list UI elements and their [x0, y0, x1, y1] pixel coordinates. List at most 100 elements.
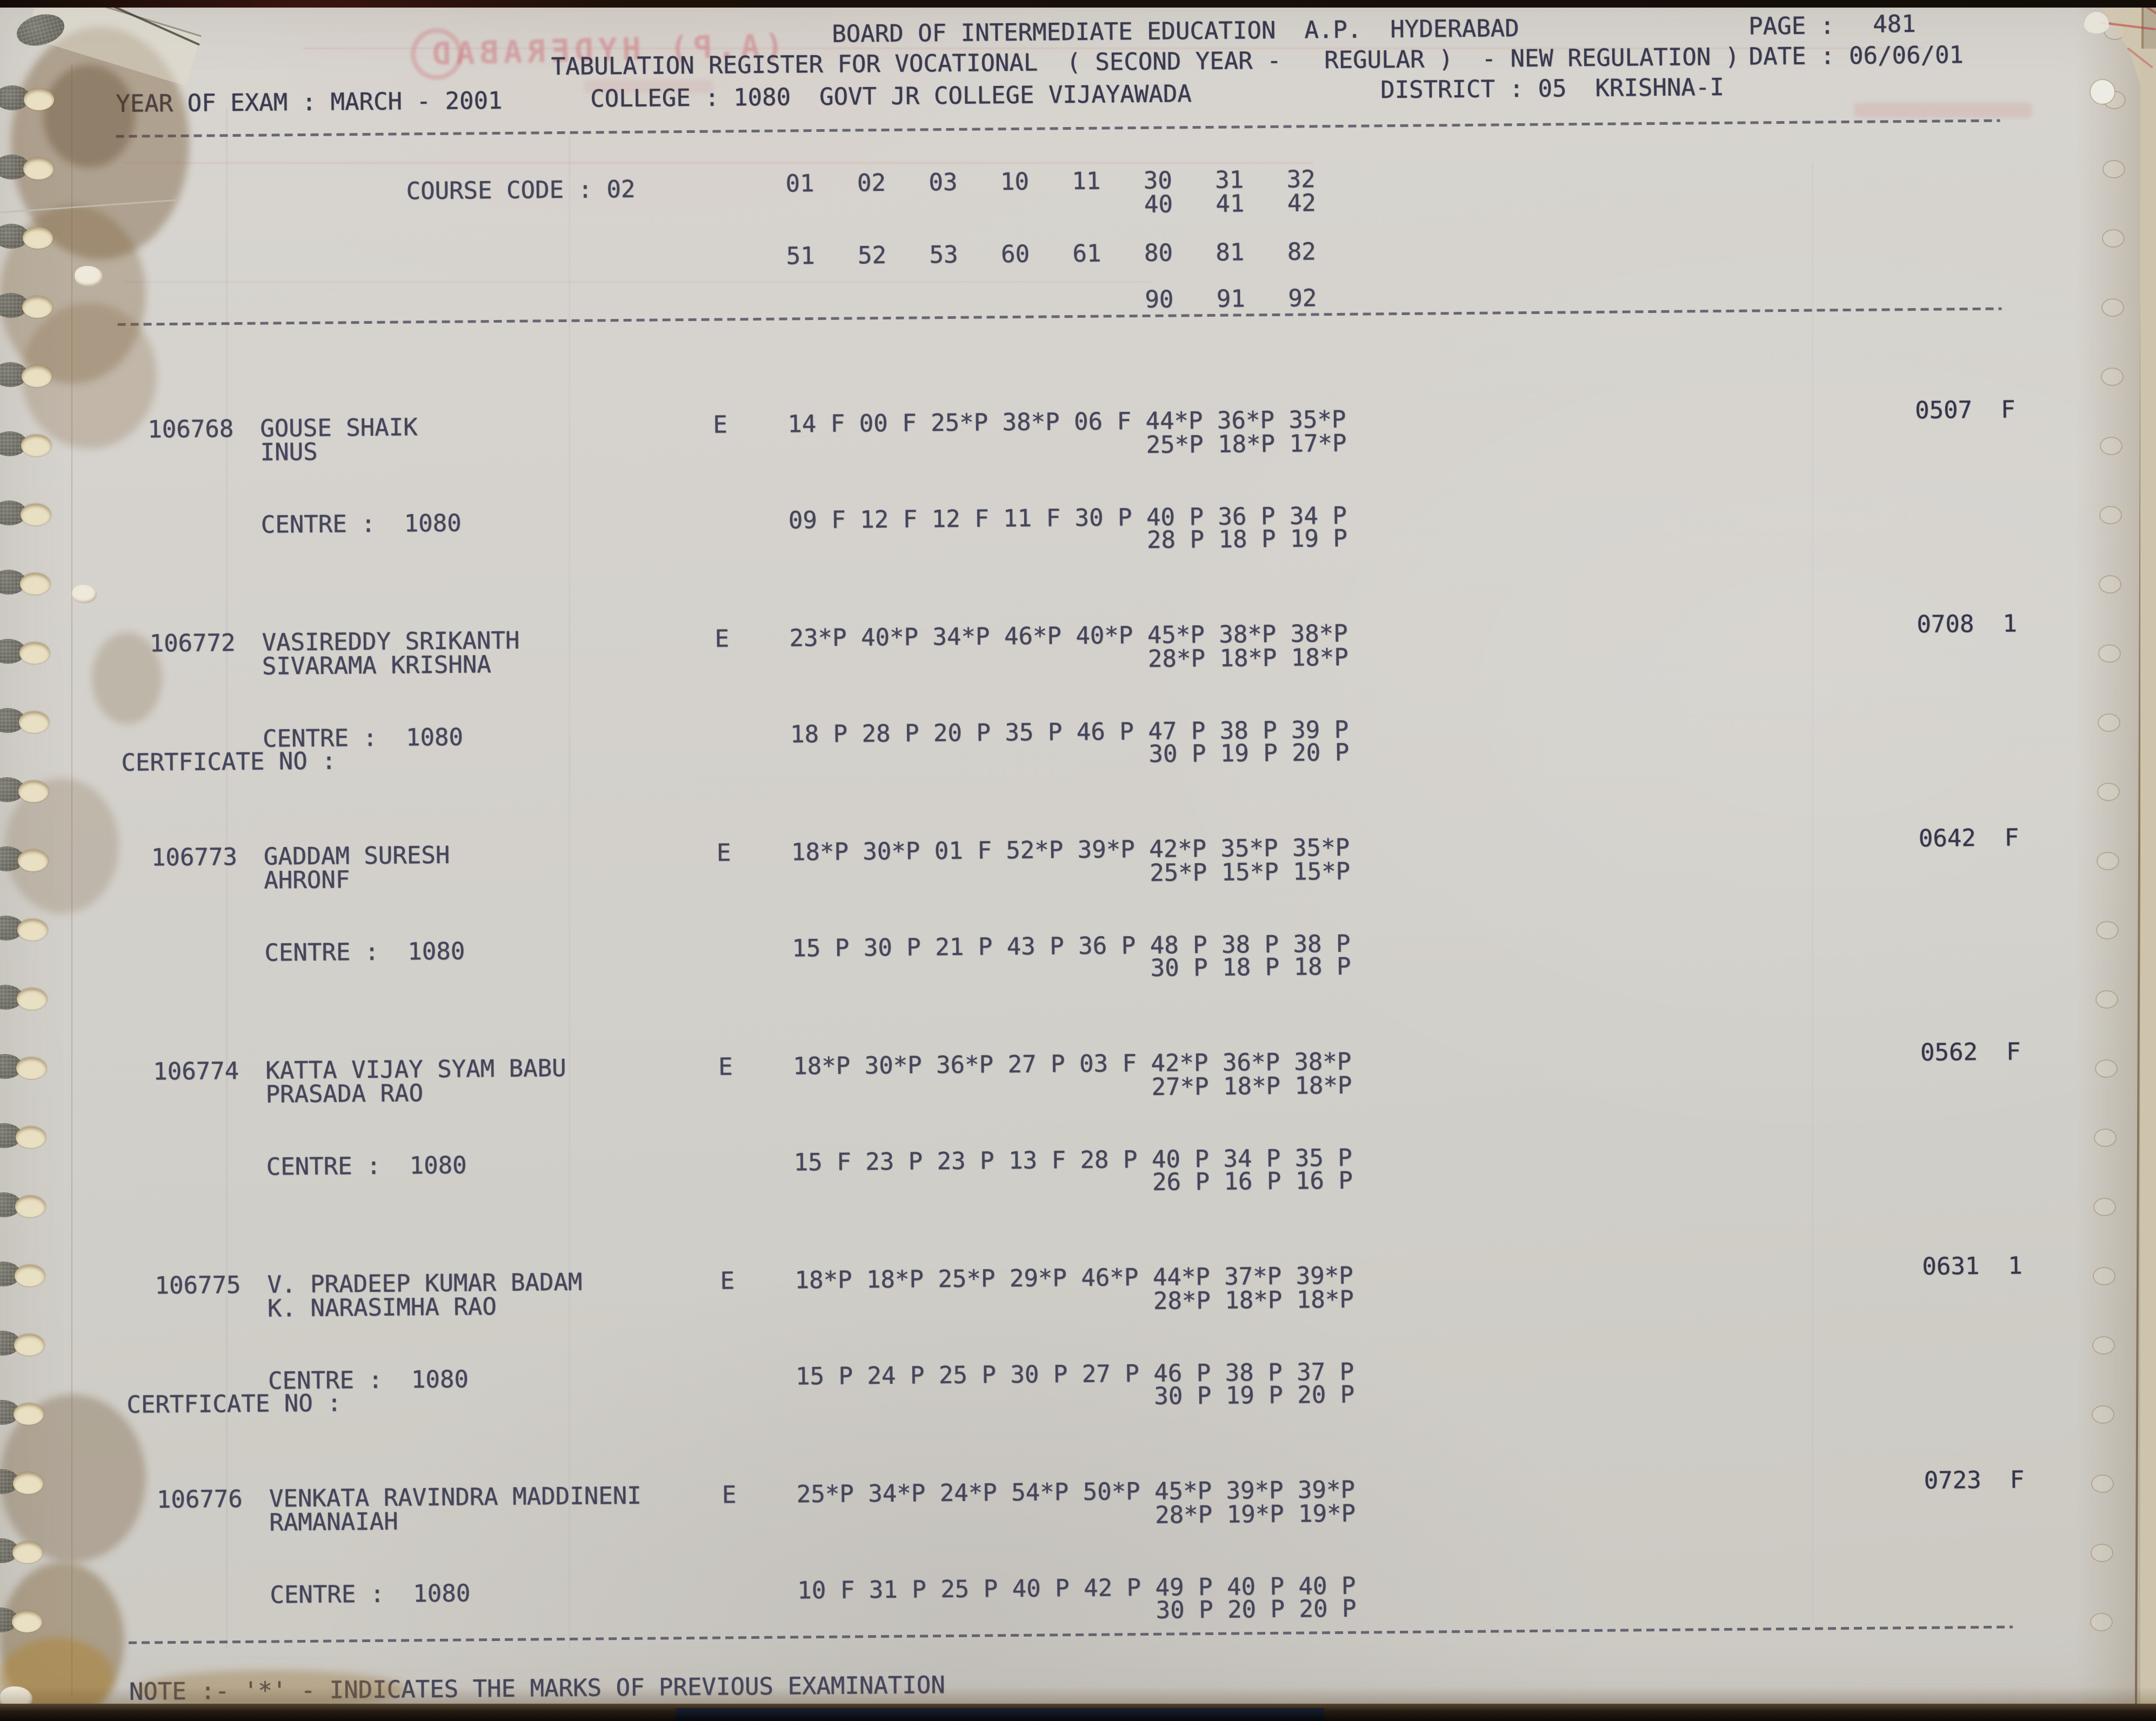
student-marks-row4: 28 P 18 P 19 P [1146, 524, 1348, 554]
subject-codes-row4: 90 91 92 [1145, 284, 1317, 313]
left-sprocket-hole [22, 365, 52, 387]
bleed-rule-line [303, 48, 1924, 49]
student-result: 0507 F [1914, 396, 2015, 424]
left-sprocket-hole [16, 1126, 46, 1148]
left-sprocket-hole [21, 435, 51, 456]
right-sprocket-hole [2090, 1613, 2113, 1631]
bleed-column-line [226, 108, 228, 1649]
left-sprocket-hole [23, 158, 54, 179]
student-medium: E [716, 839, 731, 867]
course-code-label: COURSE CODE : 02 [406, 175, 636, 205]
ghost-smear [1854, 103, 2032, 118]
left-sprocket-hole [14, 1403, 44, 1425]
student-record: 106772 VASIREDDY SRIKANTH E 23*P 40*P 34*P … [0, 610, 2155, 806]
student-roll-number: 106772 [149, 629, 236, 658]
board-title: BOARD OF INTERMEDIATE EDUCATION A.P. HYD… [831, 15, 1519, 48]
college-line: COLLEGE : 1080 GOVT JR COLLEGE VIJAYAWAD… [590, 80, 1192, 113]
student-name-line1: GADDAM SURESH [263, 841, 450, 871]
left-sprocket-hole [21, 504, 51, 525]
left-sprocket-hole [23, 227, 53, 249]
date-line: DATE : 06/06/01 [1748, 41, 1964, 71]
student-medium: E [715, 625, 730, 653]
stain [135, 1670, 405, 1708]
student-name-line2: INUS [260, 438, 318, 466]
student-roll-number: 106773 [151, 843, 238, 872]
student-marks-row4: 26 P 16 P 16 P [1152, 1166, 1353, 1196]
right-sprocket-hole [2093, 1267, 2116, 1285]
register-title: TABULATION REGISTER FOR VOCATIONAL ( SEC… [551, 43, 1740, 81]
bleed-rule-line [124, 281, 1151, 283]
left-sprocket-hole [13, 1472, 43, 1494]
student-name-line2: AHRONF [264, 866, 350, 895]
student-result: 0642 F [1918, 824, 2019, 852]
student-record: 106775 V. PRADEEP KUMAR BADAM E 18*P 18*P 2… [3, 1252, 2156, 1448]
student-centre: CENTRE : 1080 [270, 1579, 471, 1609]
student-marks-row2: 28*P 18*P 18*P [1147, 643, 1349, 673]
student-centre: CENTRE : 1080 [266, 1151, 467, 1181]
student-result: 0708 1 [1917, 610, 2018, 638]
right-sprocket-hole [2099, 575, 2122, 593]
student-marks-row2: 25*P 15*P 15*P [1149, 857, 1351, 887]
bleed-column-line [1812, 162, 1813, 1622]
student-medium: E [720, 1267, 735, 1295]
subject-codes-row2: 40 41 42 [1144, 189, 1316, 218]
student-name-line1: GOUSE SHAIK [260, 413, 418, 443]
stain [5, 778, 119, 913]
student-result: 0723 F [1924, 1466, 2025, 1495]
right-sprocket-hole [2090, 1544, 2113, 1562]
right-sprocket-hole [2102, 160, 2125, 178]
right-sprocket-hole [2097, 783, 2120, 801]
student-name-line1: VENKATA RAVINDRA MADDINENI [269, 1482, 642, 1513]
student-certificate-label: CERTFICATE NO : [126, 1389, 342, 1419]
student-marks-row4: 30 P 18 P 18 P [1150, 952, 1351, 982]
right-sprocket-hole [2092, 1405, 2114, 1424]
paper-sheet [0, 6, 2142, 1709]
under-sheet-strip [2140, 49, 2156, 1721]
stain [92, 632, 162, 724]
paper-tear [75, 266, 103, 286]
student-result: 0562 F [1920, 1038, 2021, 1066]
left-sprocket-hole [14, 1334, 44, 1356]
student-record: 106774 KATTA VIJAY SYAM BABU E 18*P 30*P 36… [2, 1038, 2156, 1234]
page-number: 481 [1872, 10, 1916, 38]
student-record: 106773 GADDAM SURESH E 18*P 30*P 01 F 52*P … [0, 824, 2156, 1020]
student-centre: CENTRE : 1080 [261, 509, 462, 539]
student-roll-number: 106775 [155, 1271, 241, 1300]
left-sprocket-hole [12, 1542, 43, 1563]
right-sprocket-hole [2093, 1198, 2117, 1216]
left-sprocket-hole [19, 711, 49, 733]
right-sprocket-hole [2101, 229, 2125, 248]
left-sprocket-hole [17, 988, 47, 1010]
left-sprocket-hole [22, 296, 52, 318]
stain [43, 65, 135, 168]
student-centre: CENTRE : 1080 [264, 937, 465, 967]
student-marks-row2: 25*P 18*P 17*P [1146, 429, 1347, 459]
right-sprocket-hole [2099, 506, 2122, 524]
student-marks-row2: 28*P 19*P 19*P [1154, 1499, 1356, 1529]
left-sprocket-hole [15, 1265, 45, 1286]
scan-top-edge [0, 0, 2156, 8]
left-sprocket-hole [18, 781, 49, 802]
dashed-separator [117, 307, 2002, 326]
left-sprocket-hole [15, 1196, 45, 1217]
student-name-line2: K. NARASIMHA RAO [267, 1293, 497, 1323]
right-sprocket-hole [2095, 921, 2119, 939]
student-marks-row4: 30 P 19 P 20 P [1149, 738, 1350, 768]
student-marks-row4: 30 P 20 P 20 P [1156, 1595, 1357, 1624]
right-sprocket-hole [2101, 298, 2124, 317]
fold-crease [71, 65, 72, 1697]
ghost-emblem-ring [411, 28, 463, 80]
right-sprocket-hole [2100, 437, 2123, 455]
punched-hole [2084, 12, 2109, 34]
ghost-smear [584, 80, 713, 93]
student-marks-row2: 27*P 18*P 18*P [1151, 1071, 1352, 1101]
right-sprocket-hole [2094, 1059, 2118, 1078]
right-sprocket-hole [2091, 1475, 2114, 1493]
left-sprocket-hole [20, 573, 50, 595]
student-certificate-label: CERTFICATE NO : [121, 747, 336, 777]
student-medium: E [713, 411, 727, 439]
left-sprocket-hole [16, 1057, 46, 1079]
punched-hole [2091, 80, 2114, 104]
right-sprocket-hole [2096, 852, 2119, 870]
bleed-rule-line [124, 162, 1313, 164]
